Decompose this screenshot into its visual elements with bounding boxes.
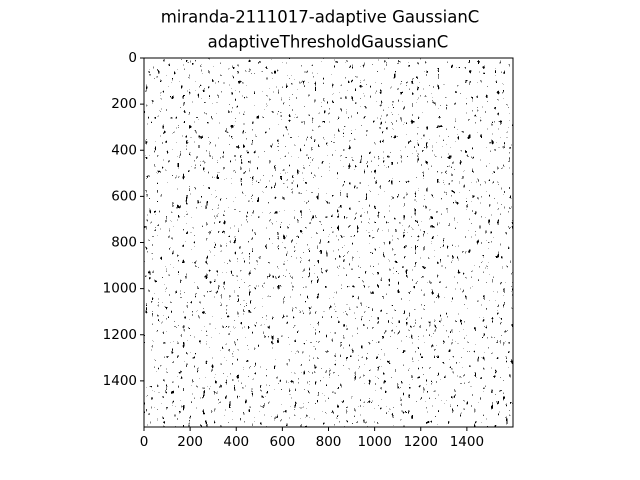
x-tick-label: 200 (177, 434, 203, 450)
y-tick-label: 0 (128, 50, 137, 66)
y-tick-label: 1000 (103, 281, 137, 297)
x-tick-label: 1200 (404, 434, 438, 450)
axes-title: adaptiveThresholdGaussianC (208, 33, 449, 52)
y-tick-label: 1200 (103, 327, 137, 343)
image (144, 58, 513, 427)
x-tick-label: 1000 (357, 434, 391, 450)
y-tick-label: 600 (111, 188, 137, 204)
x-tick-label: 600 (269, 434, 295, 450)
x-tick-label: 1400 (450, 434, 484, 450)
x-tick-label: 400 (223, 434, 249, 450)
y-tick-label: 400 (111, 142, 137, 158)
figure-title: miranda-2111017-adaptive GaussianC (161, 8, 480, 27)
x-tick-label: 0 (140, 434, 149, 450)
x-tick-label: 800 (316, 434, 342, 450)
y-tick-label: 1400 (103, 373, 137, 389)
y-tick-label: 800 (111, 235, 137, 251)
plot-area (143, 57, 514, 428)
y-tick-label: 200 (111, 96, 137, 112)
